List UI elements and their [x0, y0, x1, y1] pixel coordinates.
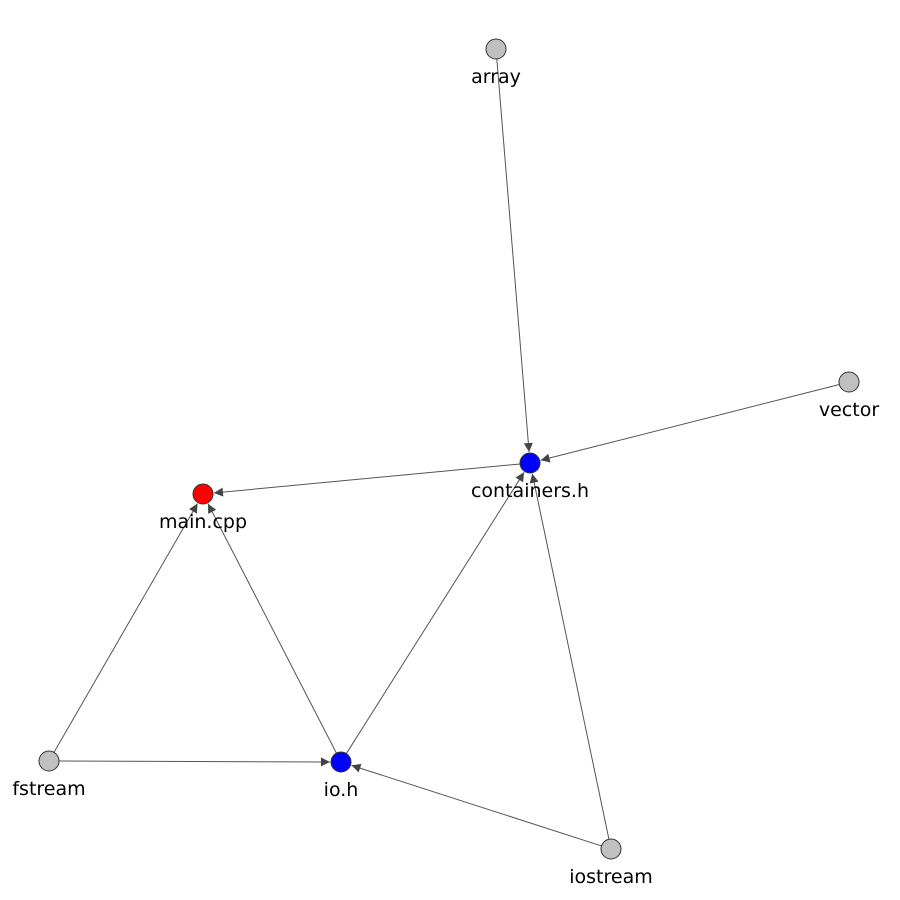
labels-layer: array vector containers.h main.cpp fstream io… [12, 66, 879, 888]
edge-containers_h-to-main_cpp [213, 463, 521, 497]
node-fstream[interactable] [38, 750, 60, 772]
node-main_cpp[interactable] [192, 483, 214, 505]
edge-fstream-to-main_cpp [53, 503, 198, 753]
node-array[interactable] [485, 38, 507, 60]
edge-vector-to-containers_h [540, 383, 840, 463]
edge-io_h-to-main_cpp [207, 503, 337, 754]
edges-layer [53, 58, 840, 847]
edge-iostream-to-containers_h [529, 473, 610, 840]
node-label-vector: vector [819, 399, 879, 421]
node-label-main_cpp: main.cpp [159, 511, 247, 533]
edge-iostream-to-io_h [351, 763, 602, 847]
node-label-iostream: iostream [569, 866, 653, 888]
edge-fstream-to-io_h [58, 757, 331, 767]
node-label-containers_h: containers.h [471, 480, 589, 502]
node-label-io_h: io.h [324, 779, 359, 801]
node-label-array: array [471, 66, 521, 88]
node-iostream[interactable] [600, 838, 622, 860]
node-containers_h[interactable] [519, 452, 541, 474]
node-io_h[interactable] [330, 751, 352, 773]
node-label-fstream: fstream [12, 778, 85, 800]
nodes-layer [38, 38, 860, 860]
edge-io_h-to-containers_h [345, 472, 525, 754]
edge-array-to-containers_h [496, 58, 533, 453]
node-vector[interactable] [838, 371, 860, 393]
